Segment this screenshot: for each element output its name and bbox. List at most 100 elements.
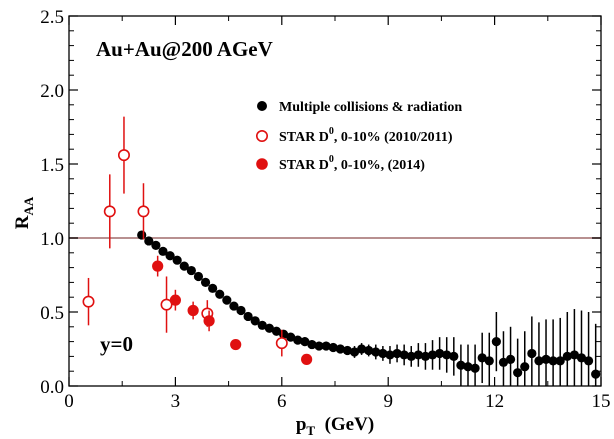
data-point <box>463 362 473 372</box>
data-point <box>215 289 225 299</box>
data-point <box>420 351 431 361</box>
x-tick-label: 6 <box>277 391 287 412</box>
data-point <box>229 301 239 311</box>
rapidity-annotation: y=0 <box>100 332 133 356</box>
data-point <box>435 348 445 359</box>
data-point <box>179 261 189 271</box>
data-point <box>314 341 324 351</box>
data-point <box>169 294 181 306</box>
data-point <box>165 251 175 261</box>
x-axis-title: pT (GeV) <box>296 414 374 438</box>
data-point <box>335 344 345 354</box>
y-axis-title-main: R <box>12 215 33 229</box>
data-point <box>293 335 303 345</box>
data-point <box>286 332 296 342</box>
data-point <box>301 353 313 365</box>
legend-star-2010-rest: , 0-10% (2010/2011) <box>334 130 453 145</box>
data-point <box>144 236 154 246</box>
data-point <box>413 350 423 360</box>
data-point <box>271 326 282 336</box>
legend-label-star-2014: STAR D0, 0-10%, (2014) <box>279 154 425 173</box>
data-point <box>371 347 381 357</box>
data-point <box>82 295 95 308</box>
legend-star-2014-rest: , 0-10%, (2014) <box>334 158 425 173</box>
data-point <box>264 323 274 333</box>
legend-star-2014-main: STAR D <box>279 158 329 173</box>
data-point <box>208 283 218 293</box>
data-point <box>230 338 242 351</box>
data-point <box>513 368 523 378</box>
data-point <box>527 348 537 359</box>
data-point <box>555 356 565 366</box>
data-point <box>470 363 480 373</box>
data-point <box>534 356 544 366</box>
series-2 <box>152 255 313 365</box>
legend-star-2010-main: STAR D <box>279 130 329 145</box>
y-tick-label: 1.5 <box>40 155 64 176</box>
data-point <box>172 255 182 265</box>
data-point <box>477 353 487 363</box>
data-point <box>427 350 438 360</box>
data-point <box>151 240 161 250</box>
data-point <box>392 348 402 359</box>
x-tick-label: 0 <box>64 391 74 412</box>
x-tick-label: 15 <box>592 391 611 412</box>
data-point <box>484 356 494 366</box>
data-point <box>200 277 211 287</box>
data-point <box>357 344 367 354</box>
data-point <box>160 298 173 311</box>
legend-star-2014-sup: 0 <box>329 154 334 165</box>
data-point <box>406 351 416 361</box>
x-axis-title-main: p <box>296 414 307 435</box>
data-point <box>456 360 466 370</box>
y-tick-label: 2.0 <box>40 81 64 102</box>
data-point <box>250 316 260 326</box>
y-axis-title: RAA <box>12 196 36 229</box>
data-point <box>576 353 587 363</box>
series-0 <box>137 230 601 386</box>
data-point <box>307 339 317 350</box>
data-point <box>364 345 374 356</box>
system-annotation: Au+Au@200 AGeV <box>96 37 273 61</box>
x-axis-title-sub: T <box>306 423 315 438</box>
y-tick-label: 1.0 <box>40 229 64 250</box>
legend-marker-star-2010-2011 <box>255 130 268 143</box>
data-point <box>591 369 601 379</box>
data-point <box>399 350 409 360</box>
data-point <box>137 230 147 240</box>
data-point <box>342 345 353 356</box>
data-point <box>498 357 509 367</box>
data-point <box>520 362 530 372</box>
y-tick-label: 0.0 <box>40 377 64 398</box>
data-point <box>562 351 572 361</box>
data-point <box>222 295 232 305</box>
data-point <box>300 337 310 347</box>
data-point <box>378 348 388 359</box>
data-point <box>442 350 452 360</box>
data-point <box>449 351 459 361</box>
data-point <box>243 311 253 322</box>
data-point <box>541 354 551 364</box>
data-point <box>236 305 246 316</box>
x-axis-title-rest: (GeV) <box>315 414 374 435</box>
data-point <box>569 350 580 360</box>
data-point <box>385 350 395 360</box>
data-point <box>321 341 331 351</box>
legend-star-2010-sup: 0 <box>329 126 334 137</box>
y-tick-label: 2.5 <box>40 7 64 28</box>
data-point <box>491 337 501 347</box>
data-point <box>349 347 360 357</box>
y-tick-label: 0.5 <box>40 303 64 324</box>
x-tick-label: 9 <box>383 391 393 412</box>
data-point <box>186 265 196 276</box>
x-tick-label: 3 <box>171 391 181 412</box>
legend-label-multiple-collisions: Multiple collisions & radiation <box>279 100 462 115</box>
data-point <box>137 205 150 218</box>
data-point <box>203 315 215 327</box>
data-point <box>275 337 288 350</box>
data-point <box>158 246 168 256</box>
data-point <box>583 356 594 366</box>
tick-layer: 0 3 6 9 12 15 0.0 0.5 1.0 1.5 2.0 2.5 <box>40 7 610 412</box>
